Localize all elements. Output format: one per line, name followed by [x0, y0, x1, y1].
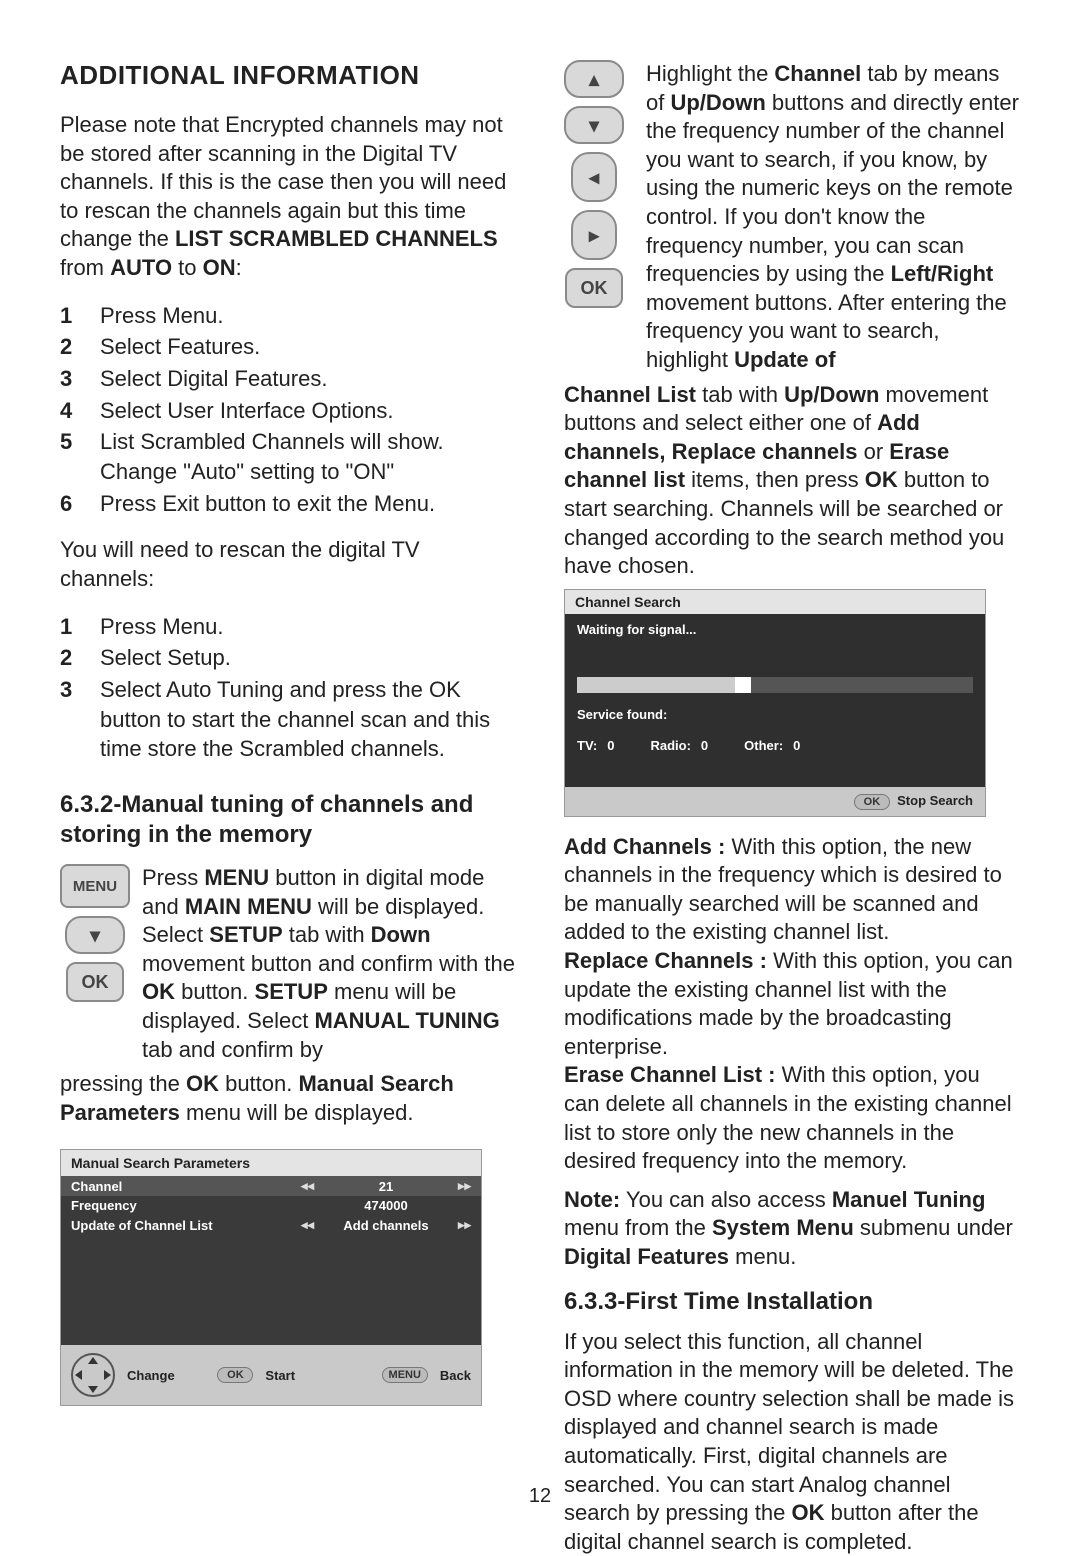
menu-button-stack: MENU ▾ OK	[60, 864, 130, 1064]
radio-label: Radio:	[650, 738, 690, 753]
list-text: Select Auto Tuning and press the OK butt…	[100, 675, 516, 764]
cs-waiting: Waiting for signal...	[577, 622, 973, 677]
next-icon: ▸▸	[458, 1178, 471, 1194]
cs-service-label: Service found:	[577, 707, 973, 722]
msp-row-channel: Channel ◂◂ 21 ▸▸	[61, 1176, 481, 1196]
list-item: 6 Press Exit button to exit the Menu.	[60, 489, 516, 519]
ok-button-icon: OK	[66, 962, 124, 1002]
menu-instruction-block: MENU ▾ OK Press MENU button in digital m…	[60, 864, 516, 1064]
list-text: Press Exit button to exit the Menu.	[100, 489, 435, 519]
channel-search-panel: Channel Search Waiting for signal... Ser…	[564, 589, 986, 817]
ok-pill-icon: OK	[854, 794, 890, 810]
list-text: Select Features.	[100, 332, 260, 362]
list-text: Select User Interface Options.	[100, 396, 393, 426]
right-arrow-icon: ▸	[571, 210, 617, 260]
down-arrow-icon: ▾	[65, 916, 125, 954]
list-item: 2 Select Setup.	[60, 643, 516, 673]
manual-search-panel: Manual Search Parameters Channel ◂◂ 21 ▸…	[60, 1149, 482, 1406]
heading-633: 6.3.3-First Time Installation	[564, 1288, 1020, 1316]
msp-label: Update of Channel List	[71, 1218, 301, 1233]
msp-value: Add channels	[314, 1218, 458, 1233]
ok-pill-icon: OK	[217, 1367, 253, 1383]
msp-value: 474000	[301, 1198, 471, 1213]
list-item: 3Select Auto Tuning and press the OK but…	[60, 675, 516, 764]
stop-search-label: Stop Search	[897, 793, 973, 808]
list-text: Select Setup.	[100, 643, 231, 673]
msp-row-update: Update of Channel List ◂◂ Add channels ▸…	[61, 1215, 481, 1235]
list-number: 4	[60, 396, 82, 426]
list-text: List Scrambled Channels will show. Chang…	[100, 427, 516, 486]
left-column: ADDITIONAL INFORMATION Please note that …	[60, 60, 516, 1556]
cs-progress-bar	[577, 677, 973, 693]
list-number: 3	[60, 364, 82, 394]
replace-channels-para: Replace Channels : With this option, you…	[564, 947, 1020, 1061]
list-item: 1 Press Menu.	[60, 301, 516, 331]
cs-footer: OK Stop Search	[565, 787, 985, 816]
list-number: 2	[60, 332, 82, 362]
nav-button-stack: ▴ ▾ ◂ ▸ OK	[564, 60, 624, 375]
cs-counts: TV: 0 Radio: 0 Other: 0	[577, 738, 973, 779]
erase-channels-para: Erase Channel List : With this option, y…	[564, 1061, 1020, 1175]
msp-title: Manual Search Parameters	[61, 1150, 481, 1176]
footer-back: Back	[440, 1368, 471, 1383]
msp-label: Channel	[71, 1179, 301, 1194]
page-number: 12	[0, 1485, 1080, 1508]
nav-instruction-tail: Channel List tab with Up/Down movement b…	[564, 381, 1020, 581]
footer-start: Start	[265, 1368, 295, 1383]
menu-instruction-tail: pressing the OK button. Manual Search Pa…	[60, 1070, 516, 1127]
tv-value: 0	[607, 738, 614, 753]
list-item: 1 Press Menu.	[60, 612, 516, 642]
manual-page: ADDITIONAL INFORMATION Please note that …	[0, 0, 1080, 1532]
note-para: Note: You can also access Manuel Tuning …	[564, 1186, 1020, 1272]
msp-label: Frequency	[71, 1198, 301, 1213]
prev-icon: ◂◂	[301, 1178, 314, 1194]
ok-button-icon: OK	[565, 268, 623, 308]
footer-change: Change	[127, 1368, 175, 1383]
other-label: Other:	[744, 738, 783, 753]
down-arrow-icon: ▾	[564, 106, 624, 144]
list-item: 2 Select Features.	[60, 332, 516, 362]
first-time-para: If you select this function, all channel…	[564, 1328, 1020, 1556]
tv-label: TV:	[577, 738, 597, 753]
two-column-layout: ADDITIONAL INFORMATION Please note that …	[60, 60, 1020, 1556]
nav-instruction-text: Highlight the Channel tab by means of Up…	[646, 60, 1020, 375]
list-number: 5	[60, 427, 82, 486]
next-icon: ▸▸	[458, 1217, 471, 1233]
menu-button-icon: MENU	[60, 864, 130, 908]
heading-632: 6.3.2-Manual tuning of channels and stor…	[60, 790, 516, 850]
msp-row-frequency: Frequency 474000	[61, 1196, 481, 1215]
cs-title: Channel Search	[565, 590, 985, 614]
msp-value: 21	[314, 1179, 458, 1194]
add-channels-para: Add Channels : With this option, the new…	[564, 833, 1020, 947]
rescan-intro: You will need to rescan the digital TV c…	[60, 536, 516, 593]
list-number: 3	[60, 675, 82, 764]
list-text: Press Menu.	[100, 301, 224, 331]
steps-list-2: 1Press Menu.2Select Setup.3Select Auto T…	[60, 612, 516, 764]
list-item: 3 Select Digital Features.	[60, 364, 516, 394]
menu-instruction-text: Press MENU button in digital mode and MA…	[142, 864, 516, 1064]
list-number: 1	[60, 301, 82, 331]
left-arrow-icon: ◂	[571, 152, 617, 202]
list-number: 1	[60, 612, 82, 642]
steps-list-1: 1 Press Menu. 2 Select Features. 3 Select Dig…	[60, 301, 516, 519]
msp-footer: Change OK Start MENU Back	[61, 1345, 481, 1405]
right-column: ▴ ▾ ◂ ▸ OK Highlight the Channel tab by …	[564, 60, 1020, 1556]
list-item: 4 Select User Interface Options.	[60, 396, 516, 426]
other-value: 0	[793, 738, 800, 753]
menu-pill-icon: MENU	[382, 1367, 428, 1383]
dpad-icon	[71, 1353, 115, 1397]
intro-paragraph: Please note that Encrypted channels may …	[60, 111, 516, 283]
up-arrow-icon: ▴	[564, 60, 624, 98]
prev-icon: ◂◂	[301, 1217, 314, 1233]
radio-value: 0	[701, 738, 708, 753]
list-number: 2	[60, 643, 82, 673]
list-item: 5 List Scrambled Channels will show. Chan…	[60, 427, 516, 486]
nav-instruction-block: ▴ ▾ ◂ ▸ OK Highlight the Channel tab by …	[564, 60, 1020, 375]
list-text: Press Menu.	[100, 612, 224, 642]
section-title: ADDITIONAL INFORMATION	[60, 60, 516, 91]
list-text: Select Digital Features.	[100, 364, 327, 394]
list-number: 6	[60, 489, 82, 519]
